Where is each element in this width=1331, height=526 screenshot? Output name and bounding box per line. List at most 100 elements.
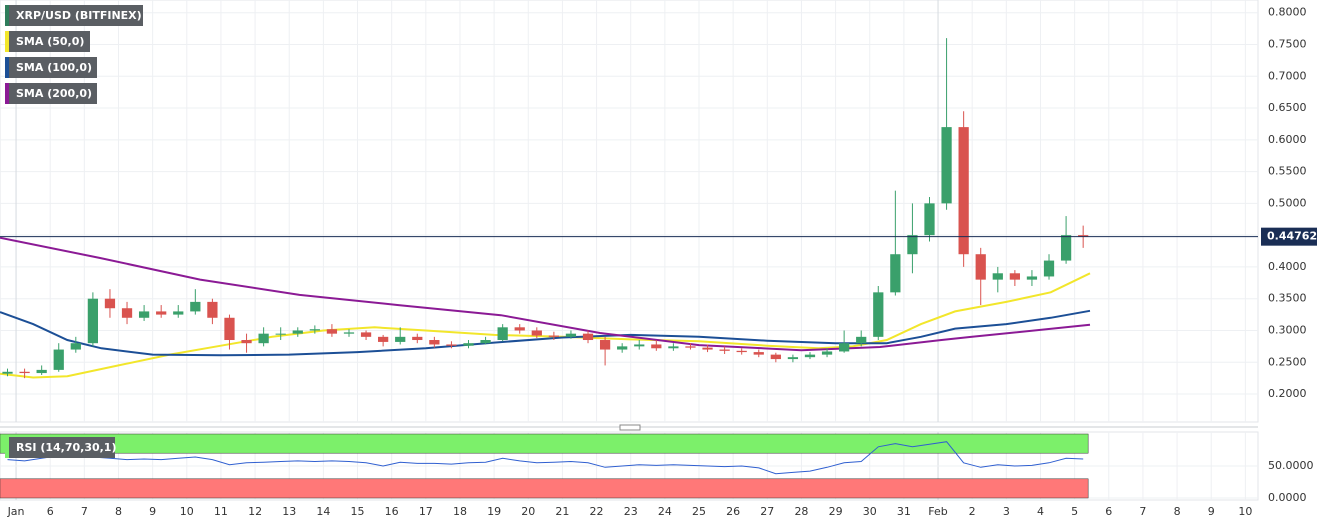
x-tick-label: 10 [180, 505, 194, 518]
legend-label: XRP/USD (BITFINEX) [16, 9, 142, 22]
candle-body [1043, 260, 1055, 277]
resize-handle[interactable] [619, 424, 641, 431]
candle-body [395, 336, 406, 342]
x-tick-label: Feb [928, 505, 947, 518]
rsi-line [7, 441, 1084, 475]
candle-body [343, 332, 355, 334]
price-panel [0, 0, 1259, 423]
y-tick-label: 0.8000 [1268, 6, 1307, 19]
y-tick-label: 0.3000 [1268, 323, 1307, 336]
candle-body [719, 349, 730, 351]
x-tick-label: 8 [115, 505, 122, 518]
x-tick-label: 18 [453, 505, 467, 518]
x-tick-label: 3 [1003, 505, 1010, 518]
candle-body [326, 329, 338, 334]
candle-body [839, 343, 850, 352]
candle-body [190, 301, 201, 312]
candle-body [548, 335, 559, 337]
legend-box [5, 31, 90, 52]
candle-body [582, 333, 594, 341]
legend-label: SMA (200,0) [16, 87, 92, 100]
candle-body [787, 357, 799, 360]
candle-body [53, 349, 64, 370]
x-tick-label: 11 [214, 505, 228, 518]
legend-swatch [5, 83, 9, 104]
legend-label: SMA (100,0) [16, 61, 92, 74]
candle-body [275, 333, 286, 335]
candle-body [770, 354, 781, 360]
legend-label: RSI (14,70,30,1) [16, 441, 116, 454]
candle-body [87, 298, 99, 344]
candle-body [309, 329, 320, 331]
candle-body [992, 273, 1003, 280]
candle-body [1078, 235, 1089, 237]
candle-body [668, 346, 679, 349]
candle-body [121, 308, 133, 318]
x-tick-label: 6 [1105, 505, 1112, 518]
x-tick-label: 19 [487, 505, 501, 518]
y-tick-label: 0.2500 [1268, 355, 1307, 368]
y-tick-label: 0.0000 [1268, 491, 1307, 504]
legend-swatch [5, 5, 9, 26]
x-tick-label: 15 [351, 505, 365, 518]
candle-body [19, 371, 30, 374]
candle-body [856, 336, 867, 344]
x-tick-label: 8 [1174, 505, 1181, 518]
x-tick-label: 23 [624, 505, 638, 518]
legend-box [5, 5, 143, 26]
candle-body [924, 203, 935, 236]
legend-swatch [5, 31, 9, 52]
legend-box [5, 437, 115, 458]
x-tick-label: 20 [521, 505, 535, 518]
x-tick-label: 24 [658, 505, 672, 518]
y-tick-label: 0.5000 [1268, 196, 1307, 209]
x-tick-label: 31 [897, 505, 911, 518]
oversold-zone [0, 478, 1089, 499]
y-tick-label: 0.5500 [1268, 165, 1307, 178]
candle-body [975, 254, 986, 280]
candle-body [651, 344, 662, 349]
candle-body [360, 332, 372, 337]
x-tick-label: Jan [7, 505, 25, 518]
candle-body [565, 333, 577, 337]
legend-swatch [5, 437, 9, 458]
x-tick-label: 12 [248, 505, 262, 518]
candle-body [821, 351, 833, 355]
x-tick-label: 9 [149, 505, 156, 518]
sma-line [0, 236, 1091, 352]
candle-body [207, 301, 218, 318]
candle-body [907, 235, 918, 255]
x-tick-label: 26 [726, 505, 740, 518]
x-tick-label: 13 [282, 505, 296, 518]
candle-body [429, 340, 440, 345]
y-tick-label: 0.4000 [1268, 260, 1307, 273]
x-tick-label: 27 [760, 505, 774, 518]
candle-body [634, 344, 645, 347]
y-tick-label: 0.6500 [1268, 101, 1307, 114]
candle-body [702, 347, 713, 350]
candle-body [480, 340, 491, 344]
candle-body [617, 346, 628, 350]
x-tick-label: 30 [863, 505, 877, 518]
candle-body [514, 327, 525, 331]
x-tick-label: 10 [1238, 505, 1252, 518]
candle-body [463, 343, 474, 346]
x-tick-label: 17 [419, 505, 433, 518]
candle-body [378, 336, 389, 342]
x-tick-label: 7 [1139, 505, 1146, 518]
candle-body [36, 369, 47, 374]
x-tick-label: 9 [1208, 505, 1215, 518]
y-tick-label: 0.6000 [1268, 133, 1307, 146]
x-tick-label: 7 [81, 505, 88, 518]
candle-body [497, 327, 508, 341]
candle-body [736, 350, 747, 353]
legend-label: SMA (50,0) [16, 35, 84, 48]
x-tick-label: 6 [47, 505, 54, 518]
x-tick-label: 4 [1037, 505, 1044, 518]
candle-body [873, 292, 884, 337]
x-tick-label: 14 [316, 505, 330, 518]
candle-body [156, 311, 167, 315]
x-tick-label: 2 [969, 505, 976, 518]
candle-body [804, 354, 816, 358]
